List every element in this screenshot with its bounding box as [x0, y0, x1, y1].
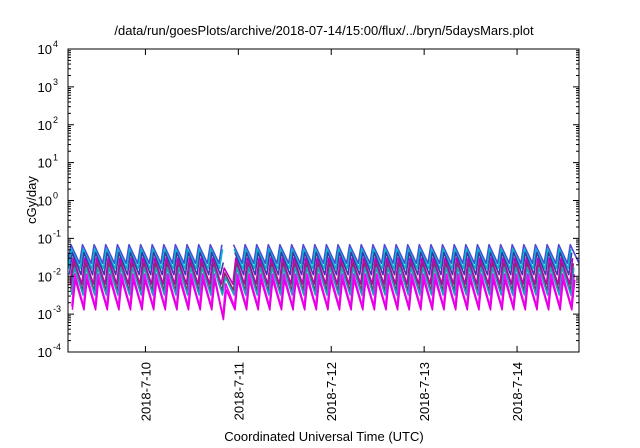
series-line-5	[70, 262, 575, 292]
y-tick-label: 104	[38, 39, 58, 57]
y-tick-label: 10-3	[38, 304, 61, 322]
y-tick-label: 102	[38, 115, 58, 133]
series-line-8	[71, 279, 576, 321]
series-line-4	[69, 257, 574, 285]
y-tick-label: 10-1	[38, 228, 61, 246]
series-line-1	[68, 243, 579, 265]
y-tick-label: 101	[38, 153, 58, 171]
y-tick-label: 103	[38, 77, 58, 95]
series-layer	[68, 243, 579, 321]
chart-title: /data/run/goesPlots/archive/2018-07-14/1…	[114, 23, 534, 38]
y-tick-label: 10-2	[38, 266, 61, 284]
plot-frame	[67, 48, 580, 353]
y-tick-label: 100	[38, 191, 58, 209]
series-line-6	[70, 266, 575, 296]
series-line-2	[68, 248, 572, 270]
y-tick-label: 10-4	[38, 342, 61, 360]
series-line-3	[68, 251, 573, 276]
y-axis-label: cGy/day	[24, 176, 39, 224]
series-line-7	[71, 273, 575, 317]
x-tick-label: 2018-7-12	[324, 362, 339, 421]
x-tick-label: 2018-7-14	[510, 362, 525, 421]
x-axis-label: Coordinated Universal Time (UTC)	[224, 429, 423, 444]
x-tick-label: 2018-7-11	[231, 362, 246, 420]
x-tick-label: 2018-7-10	[138, 362, 153, 421]
axis-layer: 10-4 10-3 10-2 10-1 100 101 102 103 104 2018-7-10…	[38, 39, 579, 421]
x-tick-label: 2018-7-13	[417, 362, 432, 421]
